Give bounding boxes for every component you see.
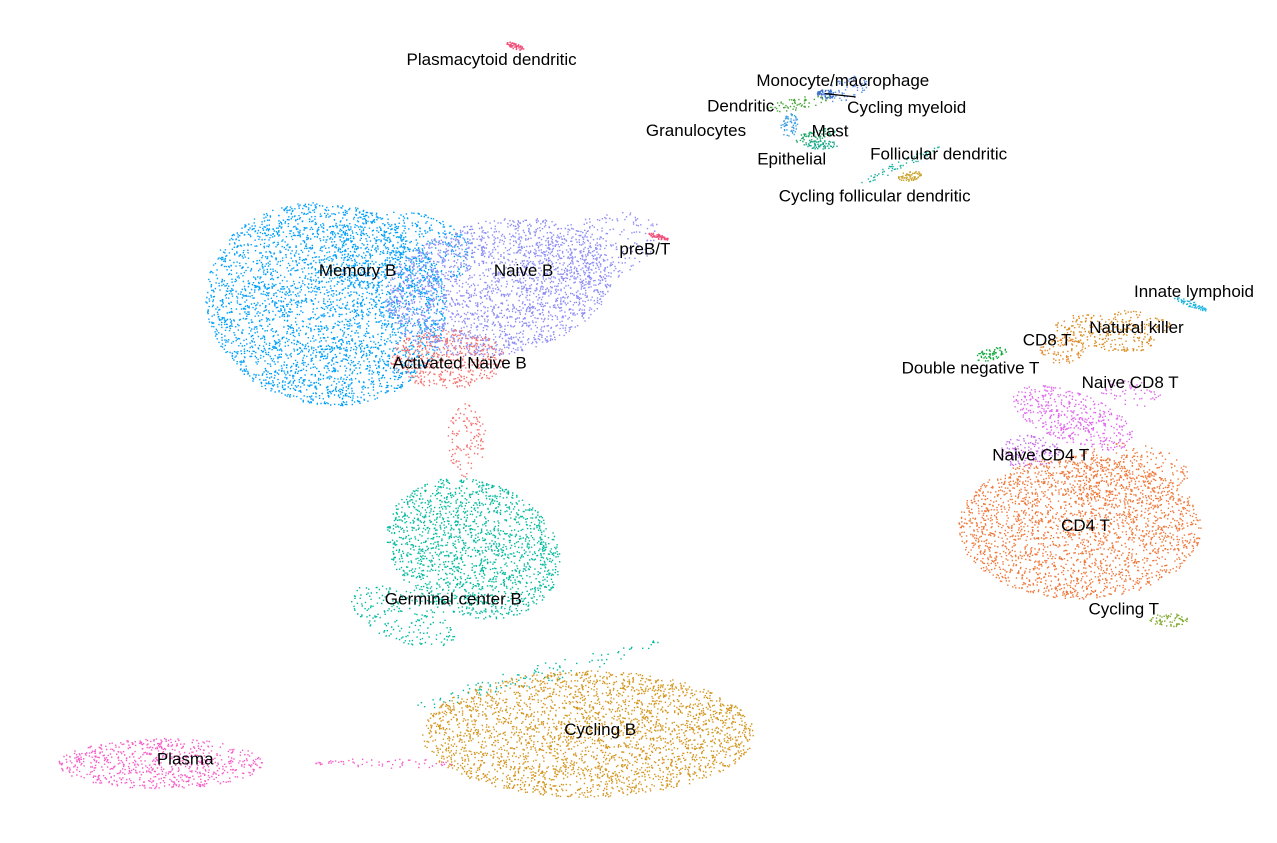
cluster-label-dendritic: Dendritic [707,96,775,115]
cluster-points-double-negative-t [976,347,1007,362]
cluster-label-epithelial: Epithelial [757,150,826,169]
cluster-label-memory-b: Memory B [319,261,396,280]
cluster-points-dendritic [767,96,830,113]
cluster-label-naive-cd4-t: Naive CD4 T [992,445,1089,464]
cluster-blob-granulocytes-0 [780,113,799,137]
cluster-blob-activated-naive-b-1 [447,403,486,478]
cluster-points-plasmacytoid-dendritic [506,41,525,51]
cluster-points-cycling-t [1149,613,1188,628]
cluster-blob-natural-killer-0 [1055,314,1155,352]
cluster-blob-memory-b-0 [205,202,448,407]
cluster-blob-preb-t-0 [648,232,669,241]
cluster-points-cycling-follicular-dendritic [897,170,922,182]
cluster-points-monocyte-macrophage [824,75,868,103]
cluster-label-double-negative-t: Double negative T [902,359,1040,378]
cluster-label-monocyte-macrophage: Monocyte/macrophage [756,71,929,90]
cluster-blob-naive-cd8-t-0 [1012,385,1133,451]
cluster-label-cycling-t: Cycling T [1089,600,1160,619]
cluster-points-cd8-t [1039,336,1086,364]
cluster-labels-layer: Memory B Naive B Activated Naive B preB/T Ge… [157,50,1254,769]
cluster-blob-double-negative-t-0 [976,347,1007,362]
cluster-blob-cd8-t-0 [1039,336,1086,364]
cluster-points-innate-lymphoid [1174,297,1207,312]
cluster-label-cycling-follicular-dendritic: Cycling follicular dendritic [779,187,971,206]
cluster-blob-cycling-myeloid-0 [816,89,835,100]
cluster-points-activated-naive-b [390,329,505,478]
cluster-blob-cd4-t-0 [958,455,1202,600]
cluster-label-plasma: Plasma [157,750,214,769]
cluster-blob-mast-0 [795,127,836,144]
cluster-label-granulocytes: Granulocytes [646,121,746,140]
cluster-label-cd8-t: CD8 T [1023,331,1072,350]
cluster-points-follicular-dendritic [861,146,940,184]
cluster-points-memory-b [205,202,473,407]
cluster-label-cycling-b: Cycling B [564,720,636,739]
cluster-blob-germinal-center-b-1 [351,585,456,647]
cluster-points-mast [795,127,836,144]
cluster-label-natural-killer: Natural killer [1089,318,1184,337]
cluster-label-cycling-myeloid: Cycling myeloid [847,98,966,117]
cluster-blob-cd4-t-1 [1063,442,1188,503]
leader-line-cycling-myeloid [824,93,856,98]
cluster-points-naive-cd4-t [996,434,1061,469]
cluster-blob-cycling-b-0 [422,670,754,798]
cluster-points-granulocytes [780,113,799,137]
cluster-points-plasma [58,737,452,790]
cluster-label-naive-b: Naive B [494,261,554,280]
cluster-label-germinal-center-b: Germinal center B [385,590,522,609]
cluster-blob-follicular-dendritic-0 [861,146,940,184]
cluster-blob-plasmacytoid-dendritic-0 [506,41,525,51]
cluster-points-germinal-center-b [351,478,659,709]
cluster-points-cycling-myeloid [816,89,835,100]
cluster-label-preb-t: preB/T [619,240,670,259]
cluster-blob-cycling-t-0 [1149,613,1188,628]
cluster-blob-epithelial-0 [803,140,838,150]
cluster-label-follicular-dendritic: Follicular dendritic [870,144,1007,163]
cluster-points-epithelial [803,140,838,150]
cluster-label-innate-lymphoid: Innate lymphoid [1134,282,1254,301]
cluster-blob-dendritic-0 [767,96,830,113]
cluster-blob-activated-naive-b-0 [390,329,505,389]
cluster-blob-innate-lymphoid-0 [1174,297,1207,312]
cluster-label-cd4-t: CD4 T [1061,516,1110,535]
label-leader-lines [824,93,856,98]
cluster-label-naive-cd8-t: Naive CD8 T [1082,373,1179,392]
cluster-blob-plasma-0 [58,737,264,790]
cluster-blob-germinal-center-b-0 [386,478,561,620]
cluster-points-cycling-b [422,670,754,798]
cluster-label-activated-naive-b: Activated Naive B [393,354,527,373]
cluster-blob-natural-killer-1 [1114,310,1174,334]
cluster-blob-plasma-1 [315,758,452,769]
cluster-label-mast: Mast [812,122,849,141]
cluster-points-naive-cd8-t [1012,380,1161,451]
cluster-label-plasmacytoid-dendritic: Plasmacytoid dendritic [407,50,578,69]
cluster-points-preb-t [648,232,669,241]
cluster-blob-monocyte-macrophage-0 [824,75,868,103]
scatter-points-layer [58,41,1207,798]
cluster-blob-cycling-follicular-dendritic-0 [897,170,922,182]
cluster-blob-naive-cd4-t-0 [996,434,1061,469]
cluster-points-natural-killer [1055,310,1174,352]
cluster-points-cd4-t [958,442,1202,600]
